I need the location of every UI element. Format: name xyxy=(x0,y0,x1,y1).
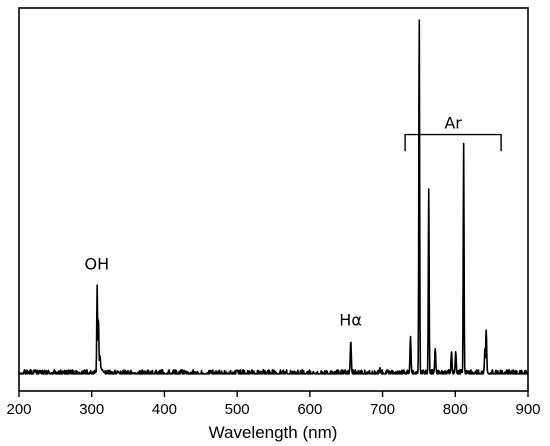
x-tick-label-300: 300 xyxy=(79,401,104,418)
peak-annotations: OH Hα Ar xyxy=(84,114,462,330)
plot-frame xyxy=(18,7,529,392)
spectrum-line xyxy=(18,19,529,375)
annotation-1: Hα xyxy=(339,310,362,329)
ar-bracket xyxy=(404,133,502,152)
x-tick-label-800: 800 xyxy=(443,401,468,418)
x-tick-label-200: 200 xyxy=(6,401,31,418)
x-tick-label-500: 500 xyxy=(225,401,250,418)
x-tick-label-400: 400 xyxy=(152,401,177,418)
x-axis-title: Wavelength (nm) xyxy=(209,423,338,442)
annotation-2: Ar xyxy=(444,114,462,133)
x-tick-label-700: 700 xyxy=(370,401,395,418)
x-tick-label-900: 900 xyxy=(515,401,540,418)
ar-bracket-line xyxy=(404,133,502,152)
x-axis-tick-labels: 200 300 400 500 600 700 800 900 xyxy=(6,401,540,418)
x-axis-ticks xyxy=(18,391,529,397)
x-tick-label-600: 600 xyxy=(297,401,322,418)
annotation-0: OH xyxy=(84,255,109,274)
